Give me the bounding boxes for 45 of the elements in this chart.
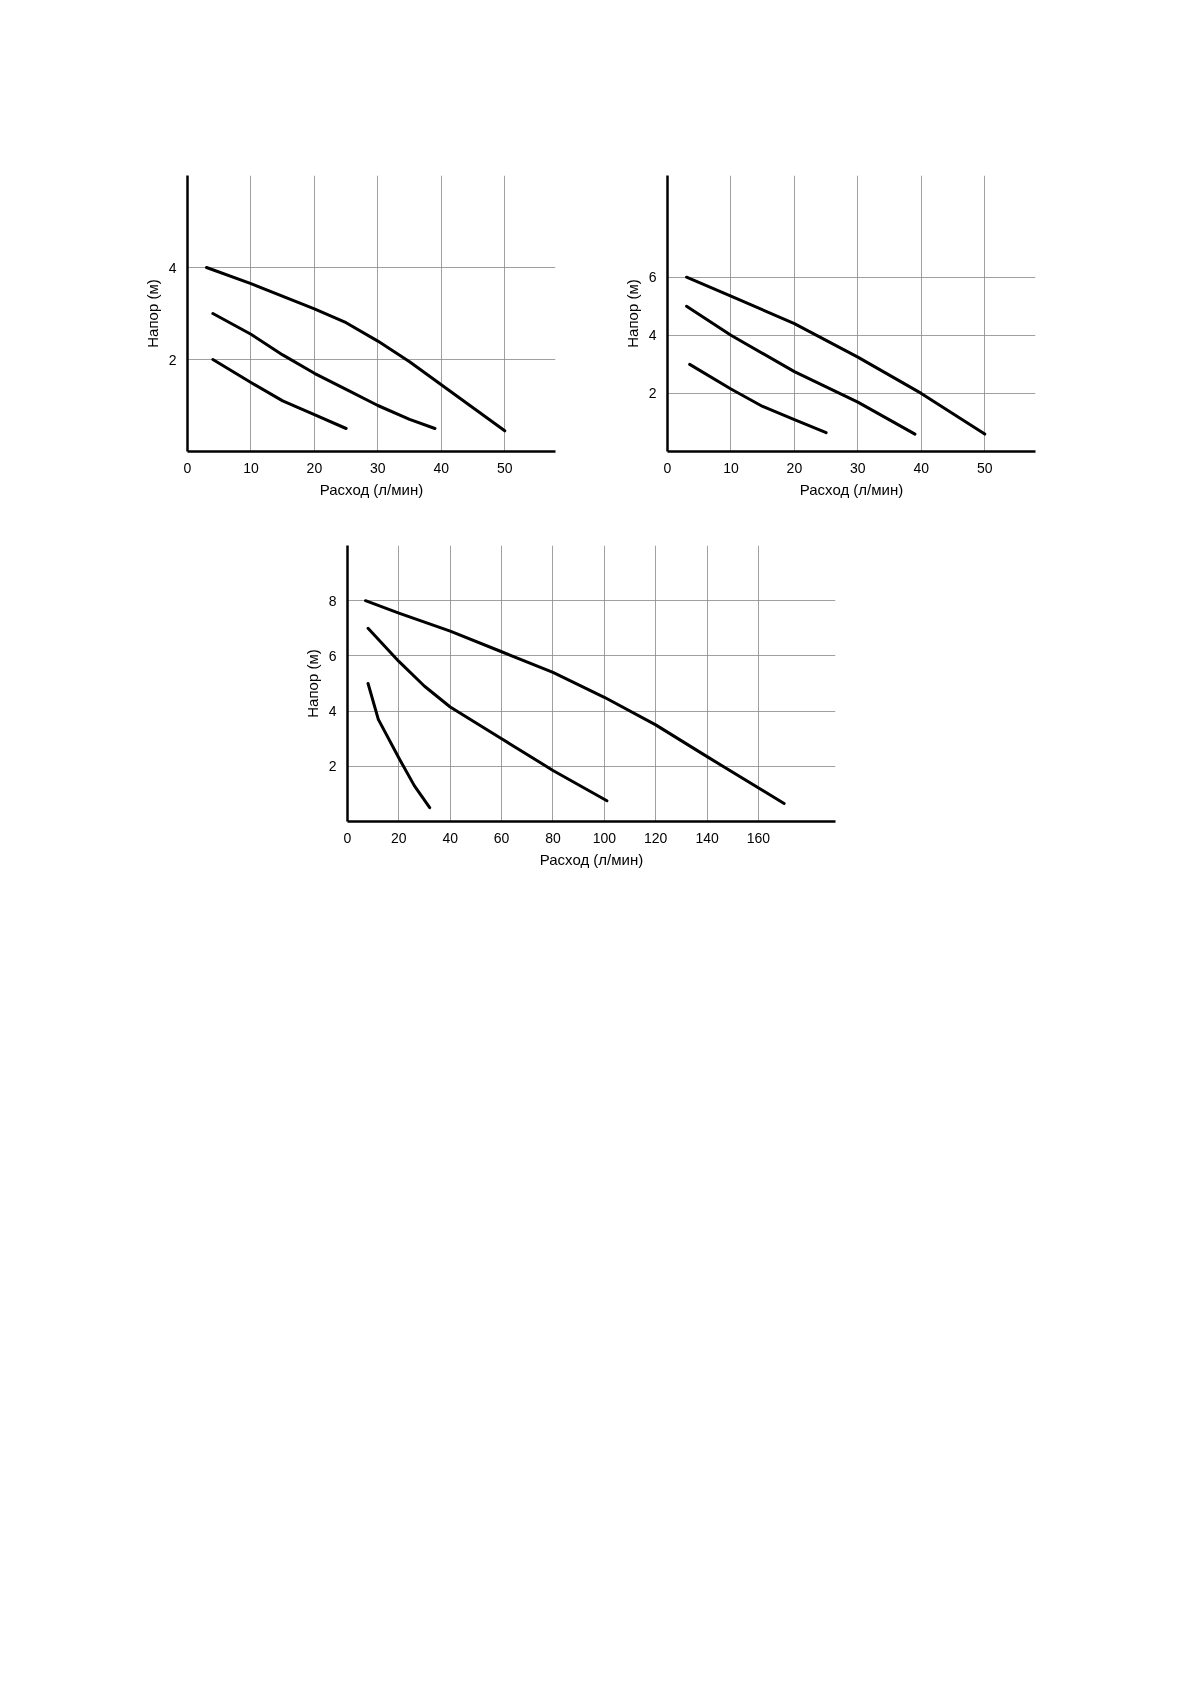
- x-tick-label: 0: [343, 829, 352, 846]
- x-tick-label: 20: [306, 459, 323, 476]
- x-tick-label: 100: [592, 829, 617, 846]
- line-series: [366, 682, 432, 810]
- line-series: [205, 266, 507, 433]
- y-tick-label: 6: [328, 647, 337, 664]
- y-tick-label: 8: [328, 592, 337, 609]
- x-axis-title: Расход (л/мин): [539, 850, 644, 868]
- x-tick-label: 60: [493, 829, 510, 846]
- x-tick-label: 0: [663, 459, 672, 476]
- y-tick-label: 2: [328, 758, 337, 775]
- y-tick-label: 4: [168, 259, 177, 276]
- x-axis-title: Расход (л/мин): [319, 480, 424, 498]
- y-axis-title: Напор (м): [143, 279, 161, 348]
- x-tick-label: 40: [433, 459, 450, 476]
- y-tick-label: 2: [168, 351, 177, 368]
- y-tick-label: 2: [648, 385, 657, 402]
- y-axis-title: Напор (м): [303, 649, 321, 718]
- y-axis-title: Напор (м): [623, 279, 641, 348]
- x-tick-label: 20: [391, 829, 407, 846]
- y-tick-label: 4: [648, 327, 657, 344]
- x-tick-label: 50: [496, 459, 513, 476]
- y-tick-label: 4: [328, 703, 337, 720]
- x-tick-label: 30: [370, 459, 386, 476]
- x-tick-label: 160: [746, 829, 771, 846]
- x-tick-label: 120: [644, 829, 668, 846]
- x-tick-label: 40: [442, 829, 459, 846]
- line-series: [211, 312, 437, 430]
- line-series: [685, 275, 987, 436]
- line-series: [685, 304, 917, 436]
- x-tick-label: 20: [786, 459, 803, 476]
- line-series: [211, 358, 348, 430]
- line-series: [688, 362, 828, 435]
- x-tick-label: 140: [695, 829, 719, 846]
- x-tick-label: 40: [913, 459, 930, 476]
- line-series: [363, 599, 786, 806]
- line-series: [366, 626, 609, 803]
- x-tick-label: 10: [243, 459, 259, 476]
- x-axis-title: Расход (л/мин): [799, 480, 904, 498]
- x-tick-label: 50: [976, 459, 993, 476]
- x-tick-label: 10: [723, 459, 739, 476]
- y-tick-label: 6: [648, 269, 657, 286]
- x-tick-label: 30: [850, 459, 866, 476]
- x-tick-label: 0: [183, 459, 192, 476]
- x-tick-label: 80: [545, 829, 561, 846]
